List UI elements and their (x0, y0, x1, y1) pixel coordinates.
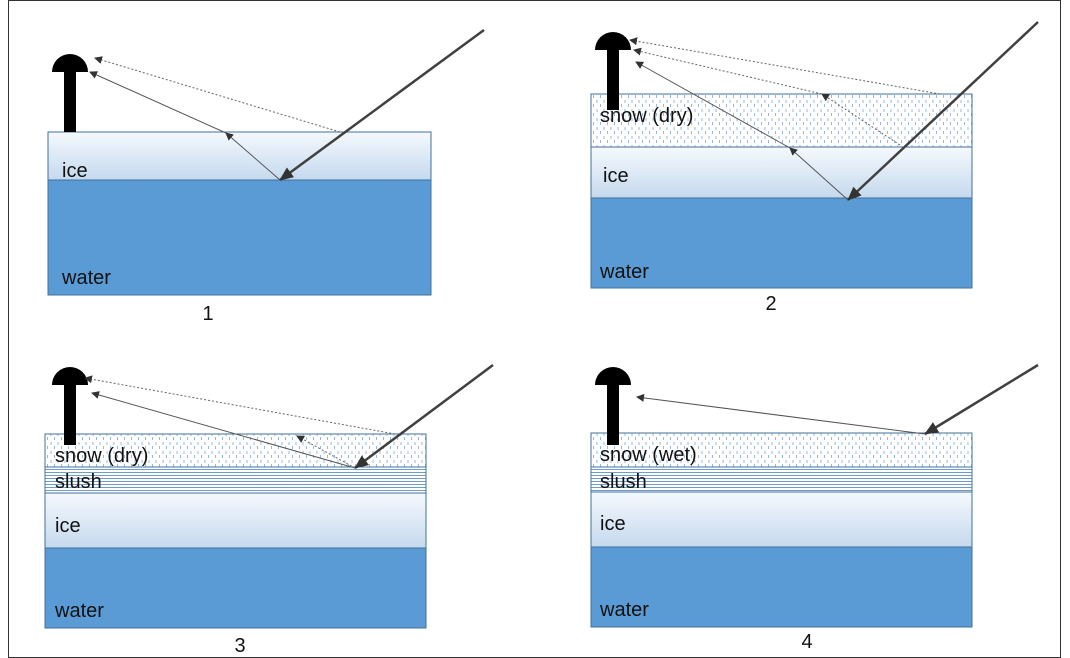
panel-2: snow (dry) ice water 2 (590, 21, 1039, 315)
water-layer (47, 179, 432, 296)
incident-ray (354, 363, 494, 470)
panel-number: 2 (765, 293, 776, 315)
panel-1: ice water 1 (47, 28, 485, 325)
sensor (52, 367, 88, 445)
incident-ray (924, 363, 1039, 436)
layer-label: water (599, 261, 649, 283)
layer-label: slush (600, 471, 647, 493)
incident-ray (279, 28, 485, 182)
volume-ray (821, 93, 901, 146)
snow-layer (44, 433, 427, 468)
panel-3: snow (dry) slush ice water 3 (44, 363, 494, 657)
layer-label: water (54, 600, 104, 622)
layer-label: ice (62, 160, 88, 182)
layer-label: water (599, 599, 649, 621)
surface-ray (94, 56, 341, 133)
layer-label: snow (dry) (600, 105, 693, 127)
ice-layer (590, 491, 973, 548)
water-layer (44, 547, 427, 629)
panel-4: snow (wet) slush ice water 4 (590, 363, 1039, 653)
sensor (52, 54, 88, 132)
panel-number: 1 (202, 303, 213, 325)
reflected-ray (91, 391, 356, 469)
layer-label: ice (55, 515, 81, 537)
surface-ray (629, 37, 941, 95)
reflected-ray (89, 71, 227, 134)
layer-label: slush (55, 471, 102, 493)
slush-layer (590, 466, 973, 493)
layer-label: water (61, 267, 111, 289)
snow-layer (590, 432, 973, 468)
reflected-ray (225, 132, 281, 181)
reflected-ray (635, 61, 791, 149)
reflected-ray (636, 393, 926, 435)
volume-ray (296, 435, 356, 469)
panel-number: 3 (234, 635, 245, 657)
ice-layer (44, 492, 427, 549)
layer-label: snow (dry) (55, 445, 148, 467)
slush-layer (44, 466, 427, 494)
snow-layer (590, 93, 973, 148)
incident-ray (847, 21, 1039, 201)
ice-layer (590, 146, 973, 199)
water-layer (590, 197, 973, 289)
layer-label: ice (603, 165, 629, 187)
reflected-ray (789, 147, 849, 201)
surface-ray (84, 375, 396, 435)
ice-layer (47, 131, 432, 181)
volume-ray (633, 47, 823, 95)
panel-number: 4 (801, 631, 812, 653)
layer-label: ice (600, 513, 626, 535)
water-layer (590, 546, 973, 628)
layer-label: snow (wet) (600, 444, 697, 466)
